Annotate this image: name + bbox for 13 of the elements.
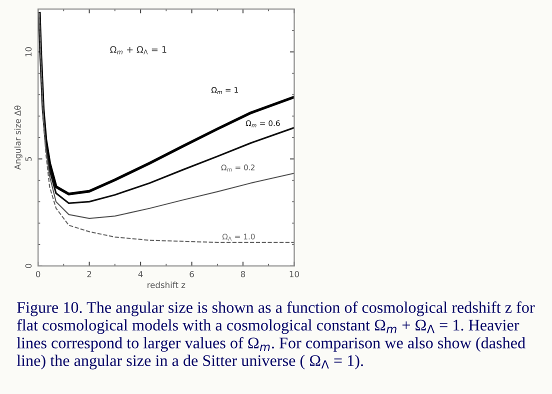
y-axis-title: Angular size Δθ [14, 106, 22, 170]
x-tick-label: 6 [190, 270, 194, 278]
x-tick-label: 10 [290, 270, 299, 278]
x-tick-label: 4 [138, 271, 143, 278]
y-tick-label: 10 [25, 47, 32, 56]
x-tick-label: 2 [87, 270, 92, 278]
x-tick-label: 0 [36, 270, 40, 278]
annotation: Ω$_{m}$ + Ω$_{Λ}$ = 1 [110, 46, 166, 54]
x-tick-label: 8 [240, 270, 246, 278]
x-axis-title: redshift z [148, 282, 186, 288]
y-tick-label: 5 [25, 156, 32, 161]
text: Figure 10. The angular size is shown as a function of cosmological redshift z for flat cosmological models with a cosmological constant Ω$_{m}$ + Ω$_{Λ}$ = 1. Heavier lines correspond to larger values of Ω$_{m}$. For comparison we also show (dashed line) the angular size in a de Sitter universe ( Ω$_{Λ}$ = 1). [16, 301, 535, 370]
y-tick-label: 0 [25, 264, 32, 268]
